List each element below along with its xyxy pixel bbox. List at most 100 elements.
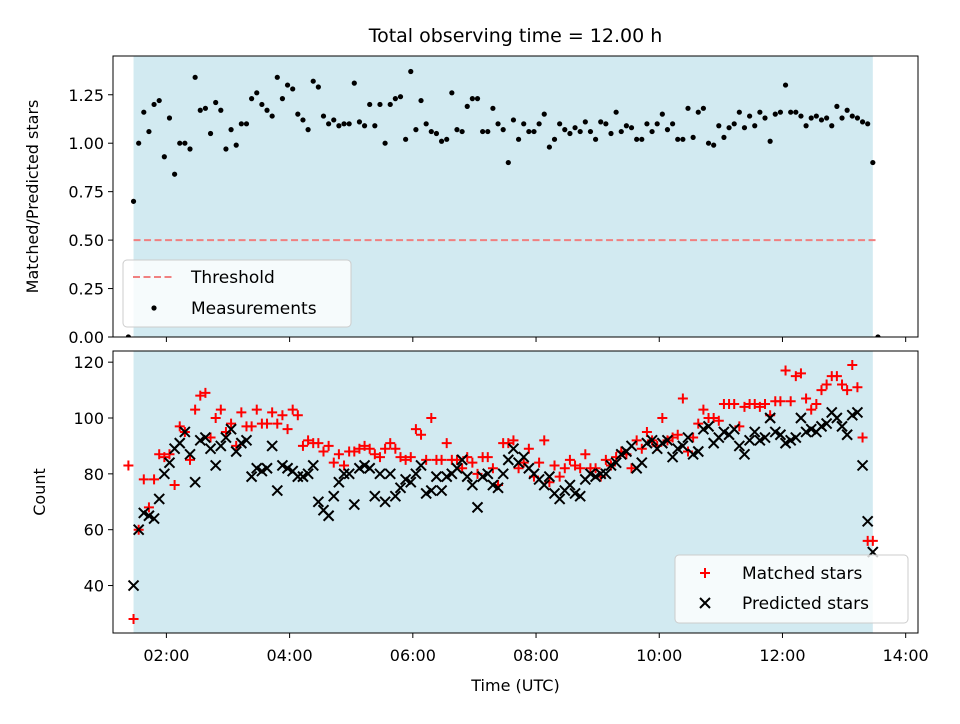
data-point <box>788 109 794 115</box>
data-point <box>482 452 493 463</box>
data-point <box>277 410 288 421</box>
data-point <box>508 435 519 446</box>
data-point <box>813 113 819 119</box>
y-axis-label: Count <box>30 468 49 516</box>
data-point <box>192 74 198 80</box>
data-point <box>190 404 201 415</box>
data-point <box>795 368 806 379</box>
legend-threshold-label: Threshold <box>190 268 275 288</box>
data-point <box>492 482 504 494</box>
data-point <box>523 443 534 454</box>
data-point <box>490 105 496 111</box>
data-point <box>531 128 537 135</box>
data-point <box>587 128 594 135</box>
data-point <box>220 431 232 444</box>
legend-bottom: Matched stars Predicted stars <box>674 554 909 624</box>
data-point <box>859 119 866 125</box>
data-point <box>613 109 619 115</box>
data-point <box>400 454 411 465</box>
data-point <box>451 462 463 474</box>
data-point <box>764 412 776 424</box>
data-point <box>831 371 842 382</box>
data-point <box>374 452 385 463</box>
data-point <box>405 476 417 488</box>
data-point <box>467 457 478 468</box>
data-point <box>300 117 306 123</box>
plot-area <box>125 68 881 337</box>
data-point <box>374 468 386 480</box>
data-point <box>148 512 160 525</box>
data-point <box>310 78 316 84</box>
data-point <box>595 468 607 480</box>
data-point <box>572 125 578 131</box>
data-point <box>322 510 335 522</box>
data-point <box>259 101 265 108</box>
data-point <box>435 484 448 497</box>
data-point <box>269 113 275 119</box>
data-point <box>305 127 311 133</box>
data-point <box>254 90 260 96</box>
data-point <box>692 445 704 458</box>
data-point <box>225 423 237 435</box>
legend-predicted-swatch <box>699 597 711 609</box>
y-tick-label: 0.50 <box>68 231 104 250</box>
legend-measurements-swatch <box>151 305 157 311</box>
data-point <box>218 107 224 113</box>
data-point <box>146 128 152 135</box>
data-point <box>741 125 748 131</box>
data-point <box>610 456 622 469</box>
data-point <box>326 121 332 127</box>
data-point <box>837 379 848 390</box>
data-point <box>553 493 566 505</box>
series-predicted-stars <box>127 406 879 592</box>
data-point <box>644 121 650 127</box>
data-point <box>323 440 334 451</box>
data-point <box>343 468 355 480</box>
data-point <box>466 479 479 491</box>
data-point <box>363 462 376 474</box>
data-point <box>174 437 186 449</box>
data-point <box>618 128 624 135</box>
data-point <box>515 136 522 142</box>
data-point <box>354 443 365 454</box>
data-point <box>795 412 807 424</box>
plot-area <box>123 359 879 625</box>
data-point <box>777 109 784 115</box>
data-point <box>408 68 414 75</box>
data-point <box>829 123 835 129</box>
x-axis-label: Time (UTC) <box>470 676 559 695</box>
data-point <box>169 480 180 491</box>
data-point <box>320 113 327 119</box>
data-point <box>806 404 817 415</box>
data-point <box>752 123 758 129</box>
x-tick-label: 06:00 <box>390 646 436 665</box>
data-point <box>580 449 591 460</box>
legend-box <box>122 259 352 328</box>
data-point <box>405 452 416 463</box>
x-tick-label: 10:00 <box>636 646 682 665</box>
data-point <box>852 382 863 393</box>
data-point <box>456 454 468 466</box>
data-point <box>436 454 447 465</box>
legend-predicted-label: Predicted stars <box>742 594 869 614</box>
data-point <box>798 113 804 119</box>
data-point <box>608 130 614 137</box>
data-point <box>125 334 132 337</box>
plot-frame <box>112 350 919 634</box>
data-point <box>200 387 211 398</box>
data-point <box>233 142 239 148</box>
data-point <box>267 407 278 418</box>
y-tick-label: 0.00 <box>68 328 104 347</box>
data-point <box>625 440 638 452</box>
data-point <box>158 468 171 480</box>
data-point <box>395 452 406 463</box>
data-point <box>433 130 440 137</box>
data-point <box>711 142 717 148</box>
data-point <box>664 127 671 133</box>
data-point <box>639 136 645 142</box>
data-point <box>721 134 727 140</box>
data-point <box>557 121 563 127</box>
y-tick-label: 40 <box>84 577 104 596</box>
data-point <box>249 96 255 102</box>
